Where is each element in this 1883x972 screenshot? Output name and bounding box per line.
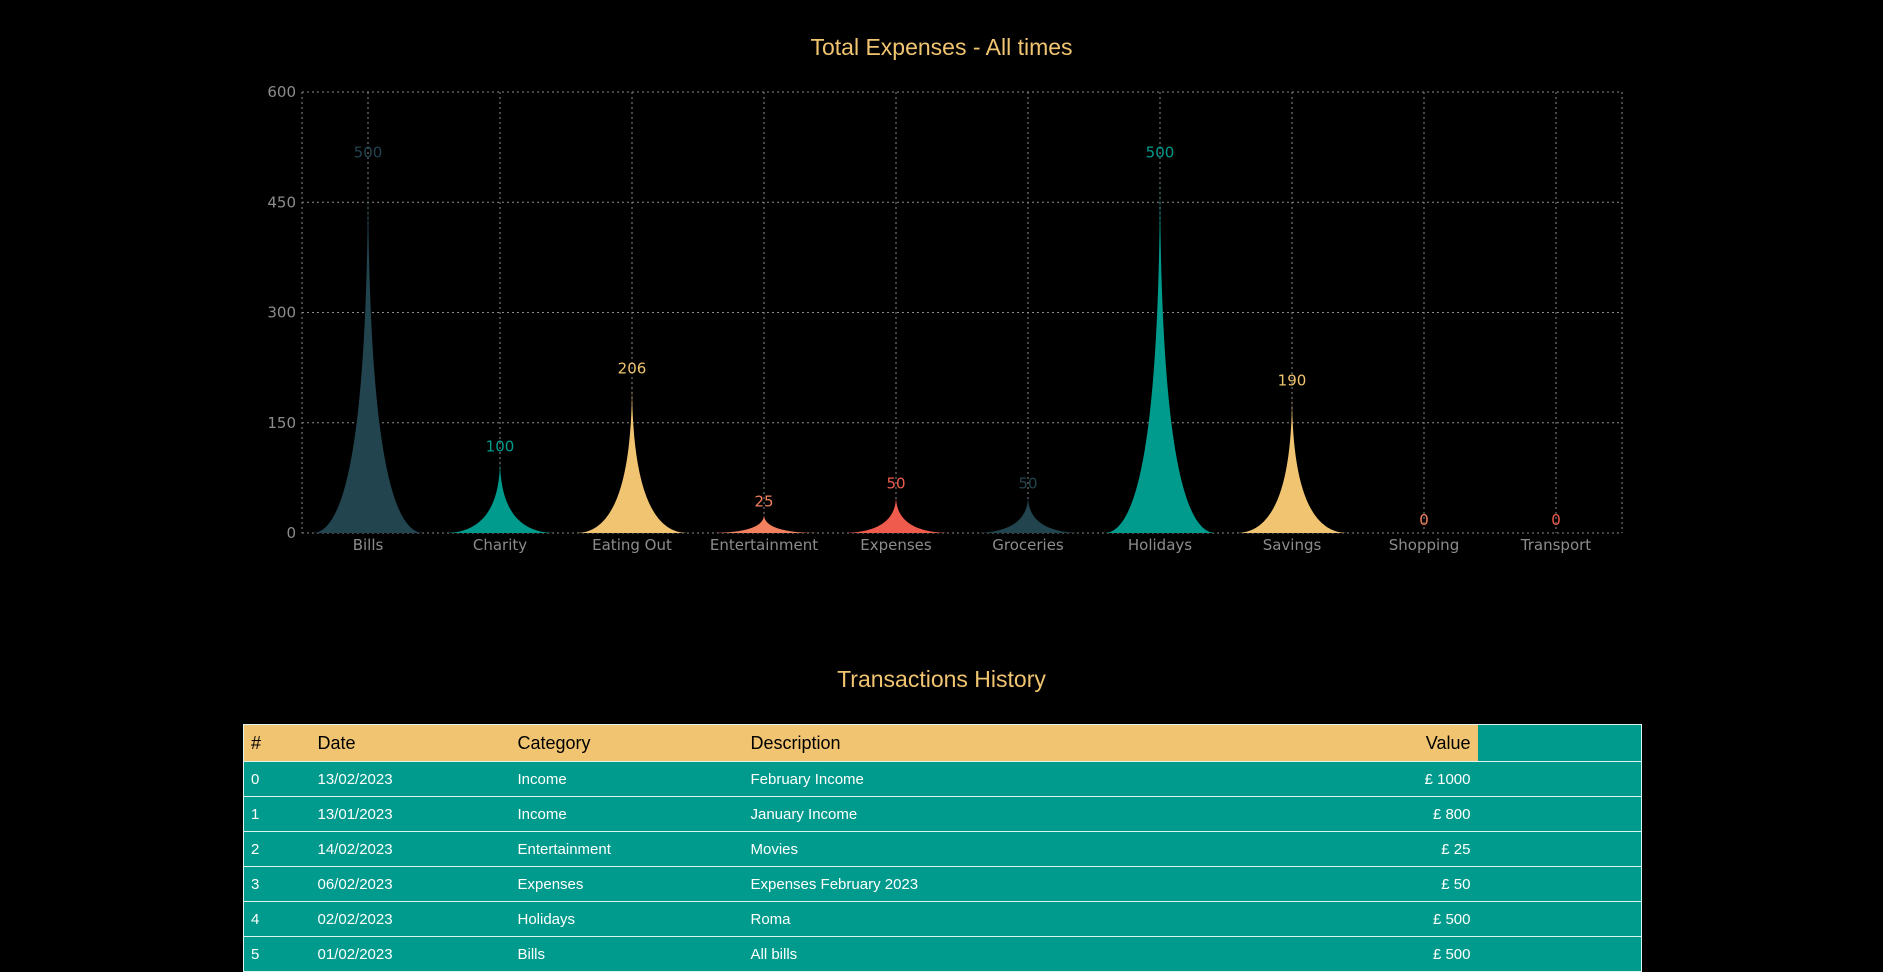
- y-tick-label: 450: [267, 193, 296, 211]
- data-label: 0: [1419, 511, 1429, 529]
- x-tick-label: Shopping: [1389, 536, 1459, 554]
- cell-extra: [1477, 761, 1642, 797]
- cell-category: Income: [510, 796, 744, 832]
- cell-index: 5: [243, 936, 311, 972]
- column-header-date[interactable]: Date: [310, 724, 511, 762]
- chart-title: Total Expenses - All times: [810, 34, 1073, 60]
- bar-expenses[interactable]: [840, 496, 952, 533]
- data-label: 206: [618, 360, 647, 378]
- bar-charity[interactable]: [444, 459, 556, 534]
- cell-value: £ 800: [1143, 796, 1478, 832]
- cell-description: All bills: [743, 936, 1144, 972]
- cell-description: Roma: [743, 901, 1144, 937]
- x-tick-label: Savings: [1263, 536, 1322, 554]
- table-row[interactable]: 1 13/01/2023 Income January Income £ 800: [243, 796, 1642, 832]
- data-label: 25: [754, 493, 773, 511]
- bar-holidays[interactable]: [1104, 165, 1216, 534]
- cell-index: 4: [243, 901, 311, 937]
- cell-category: Entertainment: [510, 831, 744, 867]
- y-tick-label: 0: [286, 524, 296, 542]
- cell-date: 06/02/2023: [310, 866, 511, 902]
- y-tick-label: 600: [267, 83, 296, 101]
- cell-index: 1: [243, 796, 311, 832]
- cell-date: 14/02/2023: [310, 831, 511, 867]
- data-label: 500: [354, 144, 383, 162]
- cell-value: £ 1000: [1143, 761, 1478, 797]
- data-label: 190: [1278, 371, 1307, 389]
- cell-extra: [1477, 866, 1642, 902]
- cell-extra: [1477, 936, 1642, 972]
- cell-description: Expenses February 2023: [743, 866, 1144, 902]
- table-row[interactable]: 2 14/02/2023 Entertainment Movies £ 25: [243, 831, 1642, 867]
- x-tick-label: Transport: [1520, 536, 1592, 554]
- column-header-category[interactable]: Category: [510, 724, 744, 762]
- x-tick-label: Entertainment: [710, 536, 818, 554]
- cell-category: Bills: [510, 936, 744, 972]
- transactions-table: # Date Category Description Value 0 13/0…: [243, 724, 1642, 972]
- cell-extra: [1477, 831, 1642, 867]
- table-header-row: # Date Category Description Value: [243, 724, 1642, 762]
- cell-extra: [1477, 796, 1642, 832]
- data-label: 100: [486, 438, 515, 456]
- column-header-index[interactable]: #: [243, 724, 311, 762]
- cell-value: £ 500: [1143, 936, 1478, 972]
- table-row[interactable]: 0 13/02/2023 Income February Income £ 10…: [243, 761, 1642, 797]
- cell-description: Movies: [743, 831, 1144, 867]
- data-label: 500: [1146, 144, 1175, 162]
- table-row[interactable]: 4 02/02/2023 Holidays Roma £ 500: [243, 901, 1642, 937]
- transactions-title: Transactions History: [837, 666, 1046, 692]
- column-header-description[interactable]: Description: [743, 724, 1144, 762]
- bar-groceries[interactable]: [972, 496, 1084, 533]
- data-label: 50: [1018, 474, 1037, 492]
- cell-extra: [1477, 901, 1642, 937]
- data-label: 50: [886, 474, 905, 492]
- x-tick-label: Bills: [353, 536, 384, 554]
- cell-date: 13/02/2023: [310, 761, 511, 797]
- table-row[interactable]: 5 01/02/2023 Bills All bills £ 500: [243, 936, 1642, 972]
- cell-value: £ 25: [1143, 831, 1478, 867]
- cell-index: 2: [243, 831, 311, 867]
- cell-date: 01/02/2023: [310, 936, 511, 972]
- x-tick-label: Groceries: [992, 536, 1064, 554]
- cell-index: 0: [243, 761, 311, 797]
- bar-entertainment[interactable]: [708, 514, 820, 533]
- cell-date: 02/02/2023: [310, 901, 511, 937]
- cell-category: Holidays: [510, 901, 744, 937]
- expenses-chart: 0150300450600500Bills100Charity206Eating…: [267, 83, 1623, 554]
- cell-category: Income: [510, 761, 744, 797]
- cell-index: 3: [243, 866, 311, 902]
- cell-value: £ 500: [1143, 901, 1478, 937]
- bar-eating-out[interactable]: [576, 381, 688, 533]
- x-tick-label: Holidays: [1128, 536, 1192, 554]
- cell-description: January Income: [743, 796, 1144, 832]
- data-label: 0: [1551, 511, 1561, 529]
- table-row[interactable]: 3 06/02/2023 Expenses Expenses February …: [243, 866, 1642, 902]
- bar-savings[interactable]: [1236, 393, 1348, 533]
- x-tick-label: Eating Out: [592, 536, 672, 554]
- y-tick-label: 300: [267, 304, 296, 322]
- bar-bills[interactable]: [312, 165, 424, 534]
- y-tick-label: 150: [267, 414, 296, 432]
- cell-value: £ 50: [1143, 866, 1478, 902]
- x-tick-label: Expenses: [860, 536, 932, 554]
- cell-category: Expenses: [510, 866, 744, 902]
- column-header-extra: [1477, 724, 1642, 762]
- column-header-value[interactable]: Value: [1143, 724, 1478, 762]
- cell-date: 13/01/2023: [310, 796, 511, 832]
- cell-description: February Income: [743, 761, 1144, 797]
- x-tick-label: Charity: [473, 536, 527, 554]
